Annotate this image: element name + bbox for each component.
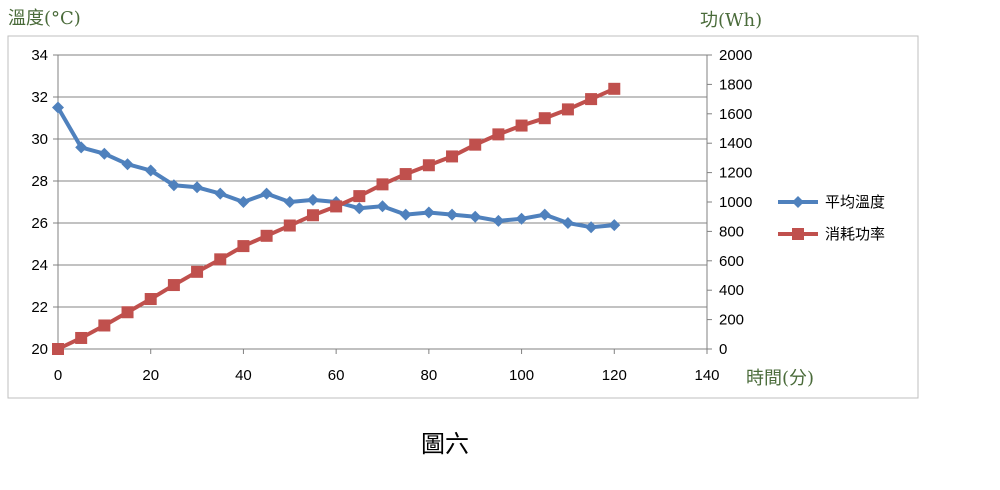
data-point [214,253,227,266]
left-tick-label: 24 [31,257,48,274]
legend-label: 消耗功率 [825,225,885,243]
data-point [98,319,111,332]
x-tick-label: 40 [235,367,252,384]
right-tick-label: 1800 [719,76,752,93]
data-point [608,219,621,232]
right-tick-label: 1200 [719,165,752,182]
data-point [422,159,435,172]
x-tick-label: 20 [142,367,159,384]
left-tick-label: 22 [31,299,48,316]
right-axis-title: 功(Wh) [700,10,762,31]
data-point [144,293,157,306]
left-tick-label: 30 [31,131,48,148]
legend-label: 平均溫度 [825,193,885,211]
right-tick-label: 2000 [719,47,752,64]
data-point [52,343,64,355]
data-point [237,196,250,208]
x-tick-label: 140 [694,367,719,384]
data-point [353,202,366,215]
legend-marker [792,228,804,240]
data-point [515,119,528,132]
data-point [399,168,412,181]
x-axis-title: 時間(分) [746,368,814,389]
data-point [399,208,412,221]
right-tick-label: 200 [719,312,744,329]
right-tick-label: 1600 [719,106,752,123]
x-tick-label: 100 [509,367,534,384]
data-point [260,229,273,242]
legend-marker [792,196,804,208]
data-point [561,103,574,116]
data-point [538,112,551,125]
data-point [237,240,250,253]
data-point [167,279,180,292]
data-point [561,217,574,229]
x-tick-label: 0 [54,367,62,384]
figure-caption: 圖六 [421,430,469,458]
data-point [469,210,482,223]
data-point [283,219,296,232]
data-point [585,221,598,234]
data-point [515,212,528,225]
data-point [376,200,389,213]
data-point [446,150,459,163]
data-point [75,141,88,154]
data-point [52,101,64,114]
x-tick-label: 60 [328,367,345,384]
data-point [330,200,343,213]
data-point [306,209,319,222]
data-point [469,138,482,151]
left-tick-label: 28 [31,173,48,190]
data-point [214,187,227,200]
data-point [306,193,319,206]
left-axis-title: 溫度(°C) [8,8,81,29]
x-axis-ticks: 0 20 40 60 80 100 120 140 [54,349,720,384]
left-y-axis-ticks: 20 22 24 26 28 30 32 34 [31,47,58,358]
data-point [260,187,273,200]
data-point [98,147,111,160]
data-point [121,158,134,171]
data-point [585,93,598,106]
data-point [376,178,389,191]
x-tick-label: 120 [602,367,627,384]
data-point [492,214,505,227]
data-point [446,208,459,221]
data-point [353,190,366,203]
data-point [608,82,621,95]
left-tick-label: 26 [31,215,48,232]
data-point [283,196,296,208]
left-tick-label: 34 [31,47,48,64]
x-tick-label: 80 [421,367,438,384]
right-tick-label: 1400 [719,135,752,152]
right-tick-label: 800 [719,223,744,240]
right-tick-label: 400 [719,282,744,299]
data-point [144,164,157,177]
left-tick-label: 20 [31,341,48,358]
right-tick-label: 0 [719,341,727,358]
data-point [492,128,505,141]
series-layer [52,82,621,355]
right-y-axis-ticks: 0 200 400 600 800 1000 1200 1400 1600 1800 2000 [707,47,752,358]
left-tick-label: 32 [31,89,48,106]
data-point [191,181,204,194]
data-point [538,208,551,221]
right-tick-label: 1000 [719,194,752,211]
data-point [75,331,88,344]
data-point [121,306,134,319]
data-point [422,206,435,219]
data-point [167,179,180,192]
data-point [191,265,204,278]
right-tick-label: 600 [719,253,744,270]
